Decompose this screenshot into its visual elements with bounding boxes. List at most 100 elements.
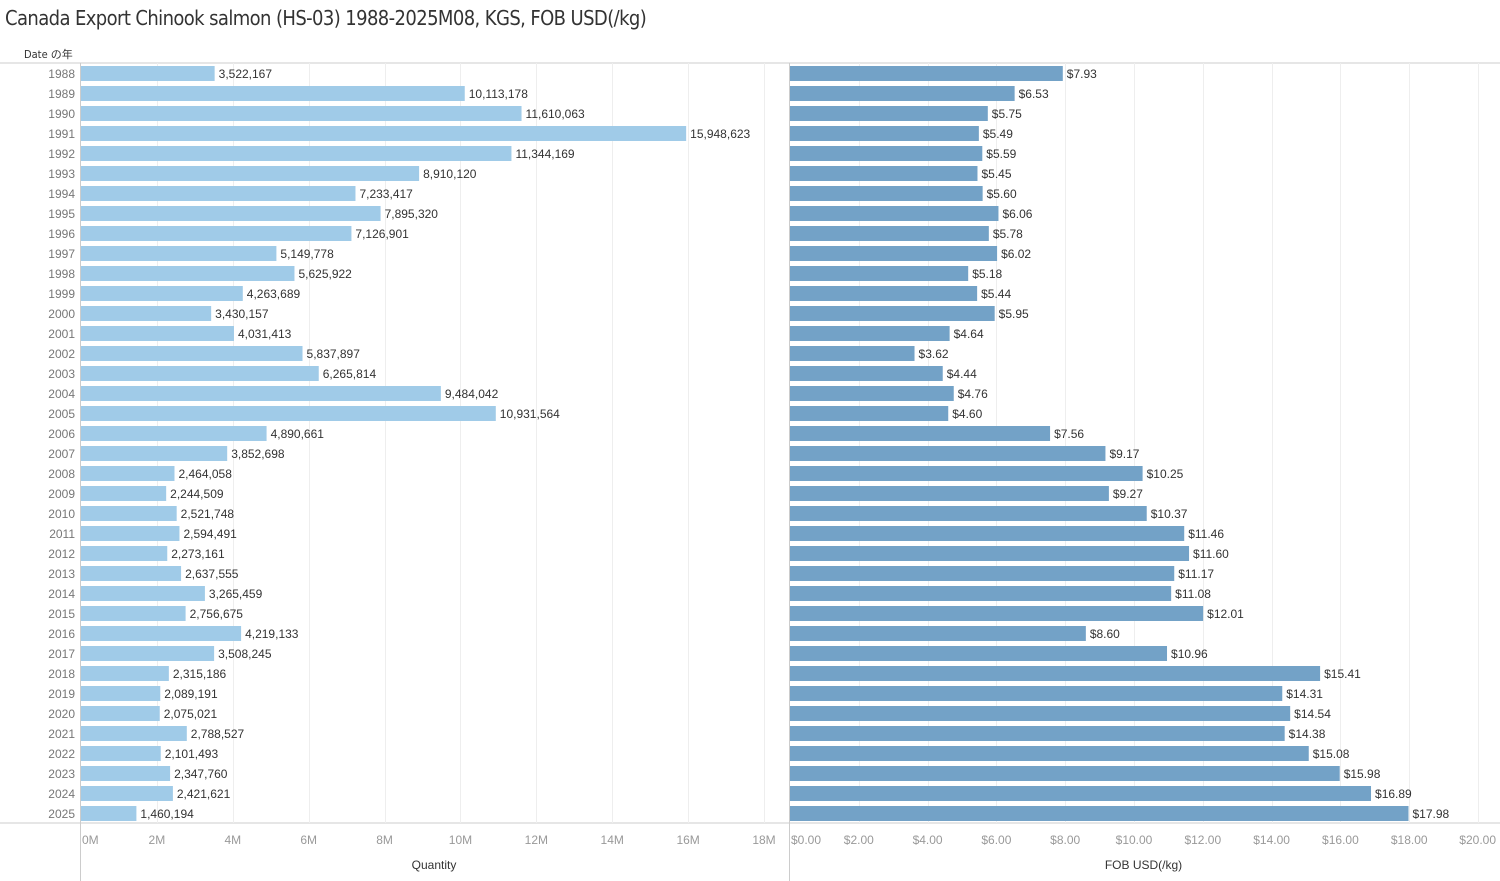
quantity-bar bbox=[81, 606, 186, 621]
quantity-tick-label: 6M bbox=[300, 833, 317, 847]
quantity-bar bbox=[81, 286, 243, 301]
quantity-bar bbox=[81, 666, 169, 681]
quantity-data-label: 5,149,778 bbox=[280, 247, 334, 261]
quantity-data-label: 10,113,178 bbox=[469, 87, 528, 101]
year-label: 2010 bbox=[48, 507, 75, 521]
quantity-data-label: 3,265,459 bbox=[209, 587, 263, 601]
fob-tick-label: $4.00 bbox=[913, 833, 943, 847]
fob-data-label: $6.02 bbox=[1001, 247, 1031, 261]
fob-data-label: $16.89 bbox=[1375, 787, 1412, 801]
year-label: 2012 bbox=[48, 547, 75, 561]
quantity-bar bbox=[81, 106, 522, 121]
fob-bar bbox=[790, 526, 1185, 541]
quantity-bar bbox=[81, 146, 512, 161]
quantity-bar bbox=[81, 786, 173, 801]
fob-data-label: $5.95 bbox=[999, 307, 1029, 321]
fob-data-label: $10.96 bbox=[1171, 647, 1208, 661]
quantity-bar bbox=[81, 186, 356, 201]
fob-bar bbox=[790, 486, 1109, 501]
quantity-data-label: 3,852,698 bbox=[231, 447, 285, 461]
quantity-bar bbox=[81, 366, 319, 381]
fob-data-label: $15.41 bbox=[1324, 667, 1361, 681]
fob-tick-label: $18.00 bbox=[1391, 833, 1428, 847]
year-label: 2009 bbox=[48, 487, 75, 501]
quantity-data-label: 2,756,675 bbox=[190, 607, 244, 621]
fob-bar bbox=[790, 446, 1106, 461]
fob-bar bbox=[790, 786, 1372, 801]
fob-data-label: $4.60 bbox=[952, 407, 982, 421]
quantity-bar bbox=[81, 226, 352, 241]
fob-bar bbox=[790, 666, 1321, 681]
year-label: 2023 bbox=[48, 767, 75, 781]
fob-data-label: $5.49 bbox=[983, 127, 1013, 141]
quantity-bar bbox=[81, 246, 277, 261]
quantity-data-label: 2,101,493 bbox=[165, 747, 219, 761]
fob-bar bbox=[790, 306, 995, 321]
quantity-data-label: 7,233,417 bbox=[359, 187, 413, 201]
fob-bar bbox=[790, 566, 1175, 581]
fob-data-label: $5.44 bbox=[981, 287, 1011, 301]
quantity-bar bbox=[81, 646, 215, 661]
quantity-data-label: 8,910,120 bbox=[423, 167, 477, 181]
row-header-label: Date の年 bbox=[24, 48, 73, 61]
fob-axis-title: FOB USD(/kg) bbox=[1105, 858, 1182, 872]
year-label: 1991 bbox=[48, 127, 75, 141]
year-label: 2015 bbox=[48, 607, 75, 621]
quantity-data-label: 4,031,413 bbox=[238, 327, 292, 341]
fob-bar bbox=[790, 686, 1283, 701]
quantity-tick-label: 8M bbox=[376, 833, 393, 847]
fob-bar bbox=[790, 126, 979, 141]
quantity-bar bbox=[81, 626, 242, 641]
fob-bar bbox=[790, 326, 950, 341]
year-label: 2006 bbox=[48, 427, 75, 441]
quantity-bar bbox=[81, 486, 167, 501]
fob-bar bbox=[790, 346, 915, 361]
fob-bar bbox=[790, 166, 978, 181]
quantity-data-label: 2,637,555 bbox=[185, 567, 239, 581]
fob-data-label: $10.25 bbox=[1147, 467, 1184, 481]
quantity-bar bbox=[81, 726, 187, 741]
year-label: 2007 bbox=[48, 447, 75, 461]
quantity-bar bbox=[81, 806, 137, 821]
fob-bar bbox=[790, 226, 989, 241]
quantity-data-label: 1,460,194 bbox=[140, 807, 194, 821]
fob-data-label: $7.93 bbox=[1067, 67, 1097, 81]
quantity-bar bbox=[81, 586, 205, 601]
fob-bar bbox=[790, 206, 999, 221]
quantity-bar bbox=[81, 446, 228, 461]
fob-tick-label: $8.00 bbox=[1050, 833, 1080, 847]
fob-data-label: $7.56 bbox=[1054, 427, 1084, 441]
fob-bar bbox=[790, 506, 1147, 521]
fob-bar bbox=[790, 286, 978, 301]
year-label: 1993 bbox=[48, 167, 75, 181]
year-label: 2024 bbox=[48, 787, 75, 801]
quantity-bar bbox=[81, 86, 465, 101]
year-label: 1989 bbox=[48, 87, 75, 101]
year-label: 1998 bbox=[48, 267, 75, 281]
quantity-data-label: 3,508,245 bbox=[218, 647, 272, 661]
year-label: 1988 bbox=[48, 67, 75, 81]
quantity-bar bbox=[81, 466, 175, 481]
fob-bar bbox=[790, 466, 1143, 481]
fob-tick-label: $12.00 bbox=[1184, 833, 1221, 847]
fob-bar bbox=[790, 726, 1285, 741]
quantity-data-label: 2,594,491 bbox=[183, 527, 237, 541]
quantity-data-label: 2,421,621 bbox=[177, 787, 231, 801]
fob-tick-label: $2.00 bbox=[844, 833, 874, 847]
quantity-data-label: 2,273,161 bbox=[171, 547, 225, 561]
quantity-bar bbox=[81, 766, 171, 781]
fob-data-label: $12.01 bbox=[1207, 607, 1244, 621]
fob-bar bbox=[790, 426, 1051, 441]
year-label: 2021 bbox=[48, 727, 75, 741]
quantity-data-label: 2,244,509 bbox=[170, 487, 224, 501]
quantity-bar bbox=[81, 406, 496, 421]
quantity-data-label: 4,219,133 bbox=[245, 627, 299, 641]
fob-bar bbox=[790, 806, 1409, 821]
fob-bar bbox=[790, 626, 1086, 641]
fob-data-label: $6.06 bbox=[1002, 207, 1032, 221]
fob-tick-label: $10.00 bbox=[1116, 833, 1153, 847]
fob-data-label: $14.38 bbox=[1289, 727, 1326, 741]
fob-bar bbox=[790, 146, 983, 161]
quantity-data-label: 5,837,897 bbox=[307, 347, 361, 361]
year-label: 1992 bbox=[48, 147, 75, 161]
